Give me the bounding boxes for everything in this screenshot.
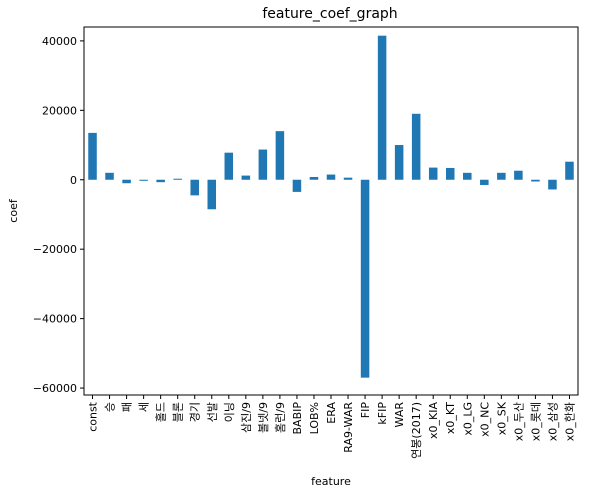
x-tick-label: 블론 bbox=[172, 402, 185, 422]
bar-0 bbox=[88, 132, 97, 180]
x-tick-label: x0_롯데 bbox=[529, 402, 542, 441]
bar-16 bbox=[360, 179, 370, 378]
bar-7 bbox=[207, 179, 217, 210]
bar-11 bbox=[275, 131, 285, 180]
bar-26 bbox=[531, 179, 540, 182]
bar-1 bbox=[105, 172, 114, 180]
bar-15 bbox=[343, 177, 353, 180]
bar-2 bbox=[122, 179, 131, 184]
x-tick-label: 연봉(2017) bbox=[410, 402, 423, 459]
x-tick-label: 볼넷/9 bbox=[257, 402, 270, 433]
bar-21 bbox=[445, 167, 455, 180]
bar-23 bbox=[480, 179, 489, 185]
bar-4 bbox=[156, 179, 165, 183]
y-tick-label: 0 bbox=[70, 174, 77, 187]
bar-28 bbox=[565, 161, 574, 180]
x-tick-label: ERA bbox=[325, 402, 338, 424]
x-axis: const 승 패 세 홀드 블론 경기 선발 이닝 삼진/9 볼넷/9 홈런/9 BABIP LOB% E… bbox=[87, 395, 576, 459]
x-tick-label: x0_삼성 bbox=[546, 402, 559, 441]
x-tick-label: 이닝 bbox=[223, 402, 236, 422]
x-tick-label: WAR bbox=[393, 402, 406, 428]
x-axis-label: feature bbox=[311, 475, 351, 488]
bar-19 bbox=[411, 113, 421, 180]
x-tick-label: 승 bbox=[104, 402, 117, 412]
bar-8 bbox=[224, 152, 234, 180]
x-tick-label: x0_KT bbox=[444, 402, 457, 434]
x-tick-label: kFIP bbox=[376, 402, 389, 425]
bar-17 bbox=[377, 35, 387, 180]
x-tick-label: 홈런/9 bbox=[273, 402, 287, 433]
bar-13 bbox=[309, 176, 319, 180]
x-tick-label: x0_LG bbox=[461, 402, 474, 436]
plot-frame bbox=[83, 26, 579, 396]
x-tick-label: x0_NC bbox=[478, 402, 491, 437]
bar-14 bbox=[326, 174, 336, 180]
bar-5 bbox=[173, 178, 182, 180]
x-tick-label: 경기 bbox=[189, 402, 202, 422]
x-tick-label: 선발 bbox=[206, 402, 219, 422]
x-tick-label: 패 bbox=[121, 402, 134, 412]
x-tick-label: x0_SK bbox=[495, 401, 508, 435]
y-tick-label: −20000 bbox=[33, 243, 77, 256]
chart-title: feature_coef_graph bbox=[262, 6, 397, 22]
bar-10 bbox=[258, 149, 268, 180]
x-tick-label: 홀드 bbox=[155, 402, 168, 422]
x-tick-label: const bbox=[87, 401, 100, 431]
bar-27 bbox=[548, 179, 557, 190]
bars-group bbox=[88, 35, 574, 378]
bar-20 bbox=[428, 167, 438, 180]
bar-18 bbox=[394, 145, 404, 180]
y-tick-label: 40000 bbox=[42, 35, 77, 48]
x-tick-label: BABIP bbox=[291, 402, 304, 435]
x-tick-label: x0_KIA bbox=[427, 402, 440, 439]
y-axis-label: coef bbox=[7, 198, 20, 223]
bar-22 bbox=[463, 172, 472, 180]
bar-12 bbox=[292, 179, 302, 192]
bar-6 bbox=[190, 179, 199, 196]
x-tick-label: 세 bbox=[138, 402, 151, 412]
bar-9 bbox=[241, 175, 251, 180]
x-tick-label: LOB% bbox=[308, 402, 321, 434]
x-tick-label: 삼진/9 bbox=[240, 402, 253, 433]
y-tick-label: −40000 bbox=[33, 313, 77, 326]
bar-25 bbox=[514, 170, 523, 180]
x-tick-label: RA9-WAR bbox=[342, 402, 355, 453]
x-tick-label: FIP bbox=[359, 402, 372, 419]
y-tick-label: 20000 bbox=[42, 104, 77, 117]
y-tick-label: −60000 bbox=[33, 382, 77, 395]
bar-24 bbox=[497, 172, 506, 180]
bar-3 bbox=[139, 179, 148, 181]
y-axis: −60000 −40000 −20000 0 20000 40000 bbox=[33, 35, 84, 395]
x-tick-label: x0_한화 bbox=[563, 402, 576, 441]
x-tick-label: x0_두산 bbox=[512, 402, 525, 441]
